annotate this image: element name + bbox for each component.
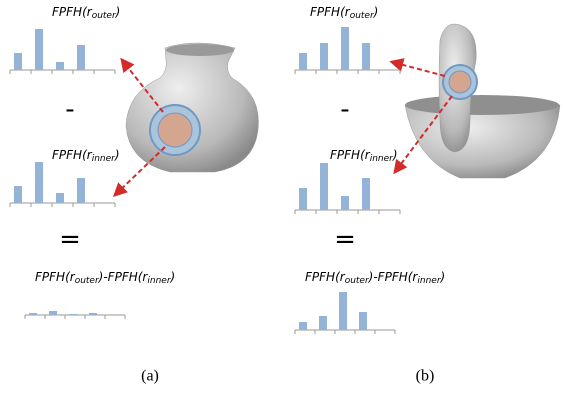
hist-bar [77, 45, 85, 70]
label: FPFH(router) [310, 5, 378, 21]
label-text: FPFH(r [52, 148, 93, 162]
hist-bar [320, 43, 328, 70]
hist-bar [319, 316, 327, 330]
hist-bar [49, 311, 57, 315]
subscript: inner [417, 276, 441, 286]
label-text: )-FPFH(r [98, 270, 149, 284]
hist-bar [341, 196, 349, 210]
subscript: outer [345, 276, 370, 286]
subscript: outer [350, 11, 375, 21]
hist-bar [299, 188, 307, 210]
hist-bar [29, 313, 37, 315]
hist-bar [299, 322, 307, 330]
vase [126, 43, 258, 172]
hist-bar [35, 162, 43, 203]
operator: - [65, 95, 74, 125]
hist-bar [69, 314, 77, 315]
label-text: )-FPFH(r [368, 270, 419, 284]
hist-bar [362, 178, 370, 210]
hist-bar [362, 43, 370, 70]
label: FPFH(router)-FPFH(rinner) [305, 270, 445, 286]
hist-bar [341, 27, 349, 70]
label-text: FPFH(r [305, 270, 346, 284]
caption: (a) [141, 368, 159, 385]
figure: FPFH(router)-FPFH(rinner)=FPFH(router)-F… [0, 0, 563, 392]
hist-bar [89, 313, 97, 315]
operator: - [340, 95, 349, 125]
label-text: ) [115, 5, 121, 19]
hist-bar [56, 193, 64, 203]
label-text: ) [114, 148, 120, 162]
label-text: FPFH(r [330, 148, 371, 162]
operator: = [59, 225, 81, 255]
label-text: ) [373, 5, 379, 19]
hist-bar [299, 53, 307, 70]
subscript: inner [147, 276, 171, 286]
label-text: ) [440, 270, 446, 284]
label-text: ) [392, 148, 398, 162]
label: FPFH(router) [52, 5, 120, 21]
hist-bar [56, 62, 64, 70]
subscript: inner [92, 154, 116, 164]
hist-bar [35, 29, 43, 70]
bowl [405, 24, 560, 178]
subscript: outer [75, 276, 100, 286]
hist-bar [339, 292, 347, 330]
hist-bar [14, 186, 22, 203]
label: FPFH(router)-FPFH(rinner) [35, 270, 175, 286]
operator: = [334, 225, 356, 255]
label-text: ) [170, 270, 176, 284]
hist-bar [14, 53, 22, 70]
label-text: FPFH(r [52, 5, 93, 19]
label-text: FPFH(r [310, 5, 351, 19]
hist-bar [320, 163, 328, 210]
label: FPFH(rinner) [52, 148, 120, 164]
hist-bar [359, 312, 367, 330]
hist-bar [77, 178, 85, 203]
label-text: FPFH(r [35, 270, 76, 284]
label: FPFH(rinner) [330, 148, 398, 164]
caption: (b) [416, 368, 435, 385]
subscript: inner [370, 154, 394, 164]
subscript: outer [92, 11, 117, 21]
